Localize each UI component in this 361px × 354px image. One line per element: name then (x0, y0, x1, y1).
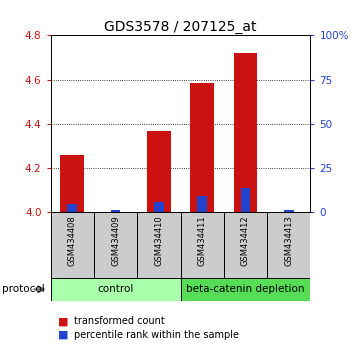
Text: transformed count: transformed count (74, 316, 165, 326)
Text: control: control (97, 284, 134, 295)
Bar (180, 212, 224, 278)
Bar (147, 131, 171, 212)
Text: ■: ■ (58, 316, 68, 326)
Bar (234, 53, 257, 212)
Text: protocol: protocol (2, 284, 44, 295)
Text: GSM434412: GSM434412 (241, 216, 250, 266)
Text: GSM434410: GSM434410 (155, 216, 163, 266)
Text: GSM434409: GSM434409 (111, 216, 120, 266)
Bar (241, 188, 250, 212)
Bar (180, 278, 310, 301)
Bar (154, 202, 164, 212)
Text: beta-catenin depletion: beta-catenin depletion (186, 284, 305, 295)
Text: GSM434411: GSM434411 (198, 216, 206, 266)
Bar (137, 212, 180, 278)
Text: GSM434413: GSM434413 (284, 216, 293, 267)
Text: percentile rank within the sample: percentile rank within the sample (74, 330, 239, 339)
Bar (94, 212, 137, 278)
Bar (60, 155, 84, 212)
Text: GSM434408: GSM434408 (68, 216, 77, 267)
Bar (267, 212, 310, 278)
Bar (197, 196, 207, 212)
Bar (51, 278, 180, 301)
Bar (224, 212, 267, 278)
Bar (111, 210, 120, 212)
Bar (190, 83, 214, 212)
Title: GDS3578 / 207125_at: GDS3578 / 207125_at (104, 21, 257, 34)
Bar (68, 204, 77, 212)
Bar (284, 210, 293, 212)
Bar (51, 212, 94, 278)
Text: ■: ■ (58, 330, 68, 339)
